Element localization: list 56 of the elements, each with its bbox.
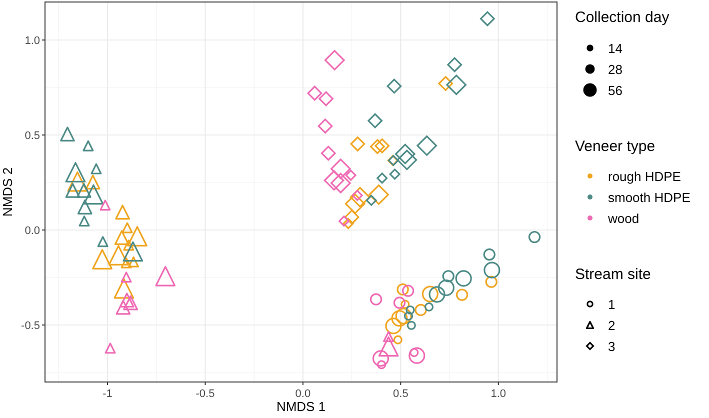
point — [480, 11, 495, 26]
point — [386, 78, 402, 94]
x-tick-label: 0.5 — [393, 388, 408, 400]
point — [442, 270, 454, 282]
point — [414, 304, 427, 316]
point — [402, 284, 414, 297]
point — [483, 248, 496, 261]
y-tick-label: -0.5 — [21, 320, 40, 332]
point — [485, 276, 498, 288]
point — [350, 136, 366, 152]
point — [368, 113, 382, 128]
x-tick-label: 0.0 — [295, 388, 311, 400]
point — [115, 204, 130, 220]
text: Stream site — [575, 266, 651, 283]
text: Veneer type — [575, 138, 656, 155]
point — [114, 230, 130, 246]
x-tick-label: -1 — [102, 388, 112, 400]
legend-label: 28 — [608, 62, 622, 77]
point — [396, 283, 409, 296]
point — [76, 183, 92, 198]
legend-label: 56 — [608, 83, 622, 98]
x-tick-label: -0.5 — [196, 388, 215, 400]
point — [374, 138, 390, 154]
point — [119, 292, 134, 308]
point — [456, 288, 468, 301]
point — [77, 200, 92, 214]
legend-label: 14 — [608, 41, 622, 56]
text: Collection day — [575, 9, 670, 26]
point — [307, 86, 322, 101]
point — [318, 91, 334, 106]
point — [447, 57, 462, 72]
y-tick-label: 1.0 — [24, 35, 40, 47]
legend-label: rough HDPE — [608, 169, 682, 184]
y-tick-label: 0.0 — [24, 225, 40, 237]
point — [60, 126, 75, 142]
legend-label: smooth HDPE — [608, 190, 691, 205]
point — [85, 174, 100, 190]
point — [344, 210, 360, 225]
point — [320, 146, 336, 161]
legend-label: 2 — [608, 318, 616, 333]
point — [528, 230, 541, 244]
point — [370, 293, 382, 306]
point — [370, 139, 385, 154]
point — [393, 296, 406, 309]
legend-label: wood — [607, 211, 640, 226]
point — [438, 76, 454, 91]
legend-label: 1 — [608, 297, 616, 312]
x-axis-title: NMDS 1 — [276, 399, 326, 414]
point — [123, 295, 138, 310]
x-tick-label: 1.0 — [490, 388, 506, 400]
y-tick-label: 0.5 — [24, 130, 40, 142]
point — [116, 300, 131, 315]
point — [65, 183, 80, 198]
y-axis-title: NMDS 2 — [0, 167, 15, 217]
point — [318, 118, 333, 134]
legend-label: 3 — [608, 339, 616, 354]
